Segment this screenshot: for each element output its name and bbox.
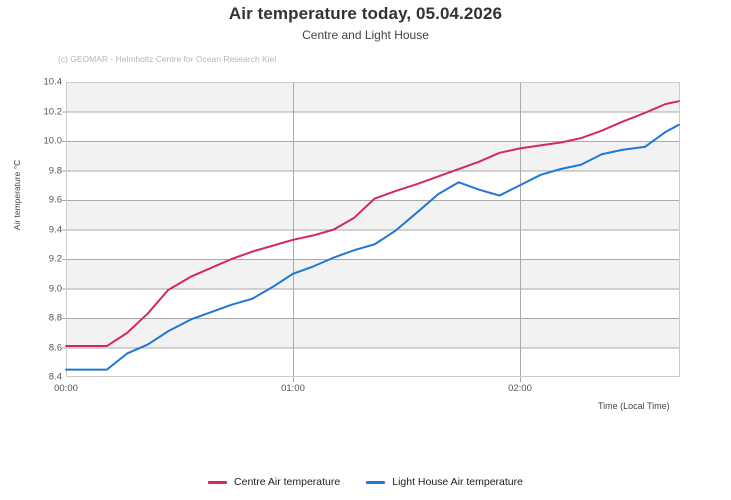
y-tick-label: 9.4 [48, 224, 62, 235]
legend-label: Light House Air temperature [392, 476, 523, 488]
x-axis-label: Time (Local Time) [598, 401, 670, 411]
y-tick-label: 9.0 [48, 283, 62, 294]
x-tick-label: 02:00 [508, 383, 532, 394]
y-tick-label: 9.2 [48, 253, 62, 265]
y-axis-ticks: 8.4 8.6 8.8 9.0 9.2 9.4 9.6 9.8 10.0 10.2 10.4 [18, 0, 63, 500]
chart-title: Air temperature today, 05.04.2026 [228, 4, 503, 23]
legend-label: Centre Air temperature [234, 476, 341, 488]
legend-color-swatch [366, 480, 386, 484]
legend-color-swatch [208, 480, 228, 484]
y-tick-label: 9.6 [48, 194, 62, 206]
y-tick-label: 8.6 [48, 342, 62, 353]
x-tick-label: 00:00 [54, 383, 78, 394]
y-axis-label: Air temperature °C [12, 159, 22, 231]
y-tick-label: 10.4 [43, 76, 63, 88]
y-tick-label: 10.0 [43, 135, 63, 147]
y-tick-label: 10.2 [43, 106, 63, 117]
chart-legend: Centre Air temperature Light House Air te… [0, 476, 731, 488]
y-tick-label: 9.8 [48, 165, 62, 176]
legend-item[interactable]: Light House Air temperature [366, 476, 523, 488]
legend-item[interactable]: Centre Air temperature [208, 476, 340, 488]
y-tick-label: 8.4 [48, 371, 62, 383]
chart-subtitle: Centre and Light House [302, 28, 429, 42]
y-tick-label: 8.8 [48, 312, 62, 324]
copyright-credit: (c) GEOMAR - Helmholtz Centre for Ocean … [58, 54, 277, 64]
x-tick-label: 01:00 [281, 383, 305, 394]
